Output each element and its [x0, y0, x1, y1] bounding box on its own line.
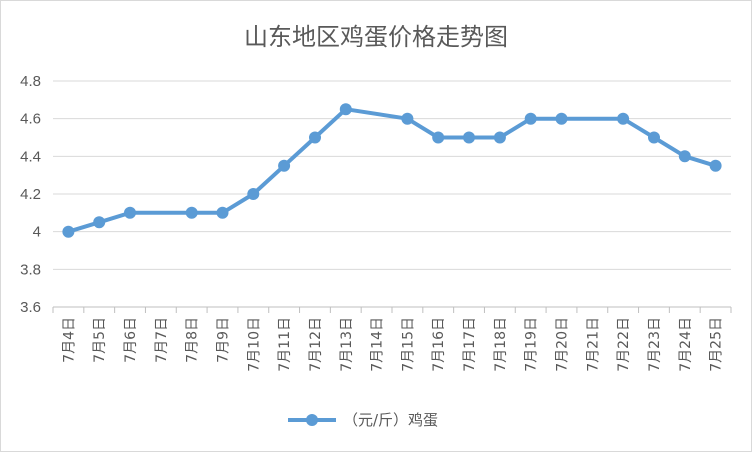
data-point-7月22日: [617, 112, 630, 125]
data-point-7月9日: [216, 206, 229, 219]
data-point-7月15日: [401, 112, 414, 125]
x-tick-label: 7月10日: [246, 317, 262, 372]
x-tick-label: 7月16日: [431, 317, 447, 372]
x-tick-label: 7月22日: [616, 317, 632, 372]
data-point-7月8日: [185, 206, 198, 219]
x-tick-label: 7月13日: [339, 317, 355, 372]
data-point-7月16日: [432, 131, 445, 144]
data-point-7月23日: [648, 131, 660, 144]
legend-label: （元/斤）鸡蛋: [343, 411, 438, 429]
x-tick-label: 7月9日: [216, 317, 232, 363]
x-tick-label: 7月12日: [308, 317, 324, 372]
x-tick-label: 7月21日: [585, 317, 601, 372]
x-tick-label: 7月5日: [92, 317, 108, 363]
y-tick-label: 4.6: [20, 111, 41, 128]
series-line: [67, 107, 717, 234]
data-point-7月18日: [493, 131, 506, 144]
data-point-7月4日: [62, 225, 75, 238]
x-tick-label: 7月6日: [123, 317, 139, 363]
data-point-7月6日: [124, 206, 136, 219]
data-point-7月13日: [339, 103, 352, 116]
data-point-7月25日: [709, 159, 722, 172]
series-egg-price: [62, 103, 722, 238]
y-tick-label: 4.2: [20, 186, 41, 203]
x-tick-label: 7月15日: [400, 317, 416, 372]
gridlines: [53, 80, 731, 308]
x-tick-label: 7月20日: [555, 317, 571, 372]
x-tick-label: 7月4日: [61, 317, 77, 363]
x-tick-label: 7月18日: [493, 317, 509, 372]
x-tick-label: 7月19日: [524, 317, 540, 372]
x-tick-label: 7月8日: [185, 317, 201, 363]
legend-marker: [306, 414, 318, 426]
y-axis: 3.6 3.8 4 4.2 4.4 4.6 4.8: [20, 73, 41, 316]
x-tick-label: 7月11日: [277, 317, 293, 372]
y-tick-label: 4.8: [20, 73, 41, 90]
x-tick-label: 7月24日: [678, 317, 694, 372]
x-axis: 7月4日 7月5日 7月6日 7月7日 7月8日 7月9日 7月10日 7月11日 7月12日 7…: [52, 306, 732, 372]
y-tick-label: 3.6: [20, 299, 41, 316]
data-point-7月11日: [278, 159, 291, 172]
data-point-7月20日: [555, 112, 568, 125]
data-point-7月10日: [247, 188, 260, 200]
data-point-7月24日: [678, 150, 691, 163]
data-point-7月5日: [93, 216, 106, 229]
x-tick-label: 7月25日: [709, 317, 725, 372]
x-tick-label: 7月7日: [154, 317, 170, 363]
x-tick-label: 7月14日: [370, 317, 386, 372]
chart-title: 山东地区鸡蛋价格走势图: [244, 23, 508, 51]
y-tick-label: 4: [33, 224, 41, 241]
data-point-7月17日: [463, 131, 475, 144]
data-point-7月19日: [524, 112, 537, 125]
x-tick-label: 7月23日: [647, 317, 663, 372]
x-tick-label: 7月17日: [462, 317, 478, 372]
y-tick-label: 4.4: [20, 148, 41, 165]
y-tick-label: 3.8: [20, 261, 41, 278]
legend: （元/斤）鸡蛋: [288, 411, 438, 429]
data-point-7月12日: [309, 131, 321, 144]
